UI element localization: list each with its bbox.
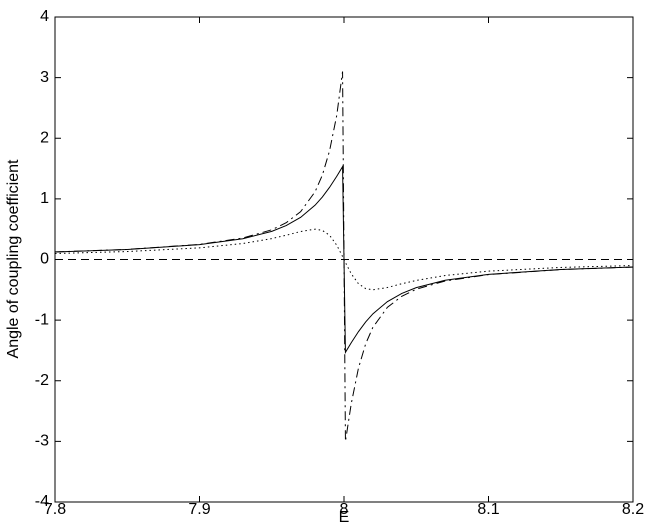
y-tick-label: -1 (35, 311, 49, 328)
x-tick-label: 7.9 (188, 501, 210, 518)
y-tick-label: -3 (35, 433, 49, 450)
y-tick-label: 2 (40, 129, 49, 146)
x-axis-label: E (339, 509, 350, 525)
y-tick-label: -2 (35, 372, 49, 389)
y-tick-label: 4 (40, 8, 49, 25)
y-tick-label: -4 (35, 493, 49, 510)
x-tick-label: 8.1 (477, 501, 499, 518)
y-tick-label: 0 (40, 251, 49, 268)
y-tick-label: 1 (40, 190, 49, 207)
x-tick-label: 8 (340, 501, 349, 518)
y-axis-label: Angle of coupling coefficient (5, 159, 22, 359)
x-tick-label: 8.2 (622, 501, 644, 518)
x-tick-label: 7.8 (44, 501, 66, 518)
series-line (54, 71, 634, 442)
y-tick-label: 3 (40, 69, 49, 86)
